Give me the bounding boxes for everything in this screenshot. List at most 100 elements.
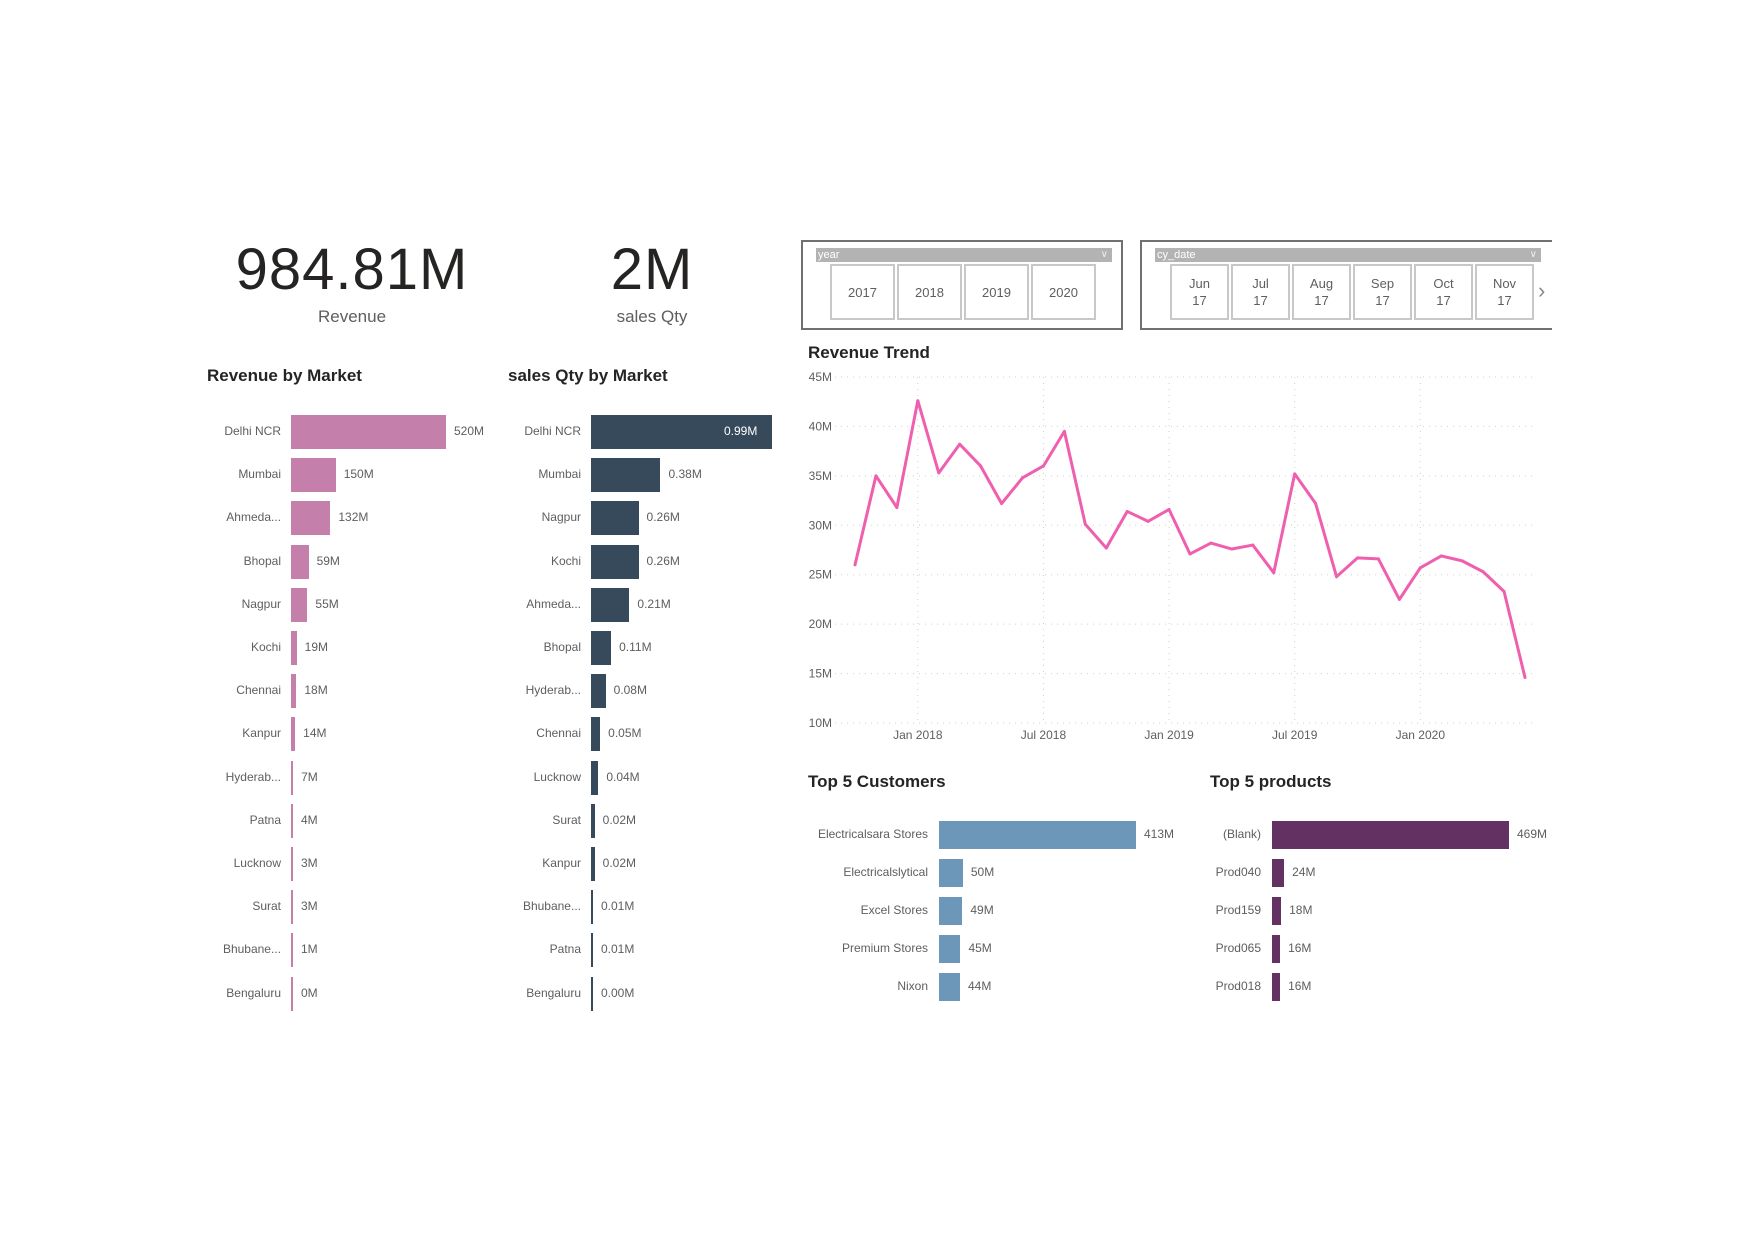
date-option-tile[interactable]: Oct 17 [1414, 264, 1473, 320]
bar[interactable] [939, 973, 960, 1001]
bar[interactable] [591, 587, 630, 622]
data-point[interactable] [1167, 507, 1171, 511]
data-point[interactable] [1000, 502, 1004, 506]
year-option-tile[interactable]: 2019 [964, 264, 1029, 320]
chevron-down-icon[interactable]: ∨ [1100, 249, 1108, 260]
data-point[interactable] [1146, 519, 1150, 523]
chevron-right-icon[interactable]: › [1538, 278, 1546, 303]
data-point[interactable] [1251, 543, 1255, 547]
bar[interactable] [591, 890, 593, 925]
data-point[interactable] [979, 464, 983, 468]
data-point[interactable] [1104, 546, 1108, 550]
data-label: 469M [1517, 827, 1548, 841]
bar[interactable] [591, 544, 639, 579]
bar[interactable] [939, 821, 1136, 849]
bar[interactable] [939, 859, 963, 887]
data-point[interactable] [1293, 472, 1297, 476]
bar[interactable] [591, 976, 593, 1011]
bar[interactable] [939, 935, 961, 963]
qty-kpi-label: sales Qty [616, 307, 688, 326]
data-point[interactable] [1335, 575, 1339, 579]
data-point[interactable] [1439, 554, 1443, 558]
data-point[interactable] [895, 505, 899, 509]
data-point[interactable] [1502, 590, 1506, 594]
bar[interactable] [591, 717, 601, 752]
bar[interactable] [591, 501, 639, 536]
data-point[interactable] [937, 471, 941, 475]
year-slicer-header[interactable]: year ∨ [816, 248, 1112, 262]
bar[interactable] [291, 976, 293, 1011]
bar[interactable] [591, 803, 595, 838]
bar[interactable] [591, 847, 595, 881]
y-tick-label: 30M [809, 518, 832, 532]
data-point[interactable] [1209, 541, 1213, 545]
date-slicer: cy_date ∨ Jun 17 Jul 17 Aug 17 Sep 17 Oct 17 N… [1140, 240, 1552, 330]
data-point[interactable] [1314, 502, 1318, 506]
data-point[interactable] [874, 474, 878, 478]
bar[interactable] [1272, 821, 1509, 849]
data-point[interactable] [1376, 557, 1380, 561]
category-label: Ahmeda... [526, 596, 581, 611]
data-point[interactable] [1460, 559, 1464, 563]
bar[interactable] [591, 674, 606, 709]
data-point[interactable] [1523, 676, 1527, 680]
date-option-tile[interactable]: Aug 17 [1292, 264, 1351, 320]
data-point[interactable] [1481, 570, 1485, 574]
data-point[interactable] [1062, 429, 1066, 433]
bar[interactable] [291, 760, 294, 795]
bar[interactable] [591, 760, 599, 795]
bar[interactable] [291, 415, 446, 449]
bar[interactable] [591, 933, 593, 968]
data-point[interactable] [1188, 552, 1192, 556]
data-point[interactable] [916, 399, 920, 403]
date-option-tile[interactable]: Nov 17 [1475, 264, 1534, 320]
data-point[interactable] [853, 563, 857, 567]
year-option-tile[interactable]: 2018 [897, 264, 962, 320]
bar[interactable] [291, 717, 296, 752]
bar[interactable] [1272, 859, 1285, 887]
bar[interactable] [291, 933, 293, 968]
x-tick-label: Jan 2018 [893, 728, 943, 742]
year-slicer-title: year [818, 249, 840, 261]
date-slicer-header[interactable]: cy_date ∨ [1155, 248, 1541, 262]
date-option-tile[interactable]: Jun 17 [1170, 264, 1229, 320]
data-point[interactable] [1272, 571, 1276, 575]
bar[interactable] [291, 501, 331, 536]
data-point[interactable] [1021, 476, 1024, 480]
revenue-trend-line[interactable] [853, 399, 1527, 678]
data-point[interactable] [958, 442, 962, 446]
data-point[interactable] [1230, 547, 1234, 551]
data-point[interactable] [1397, 597, 1401, 601]
data-point[interactable] [1418, 566, 1422, 570]
category-label: Kochi [250, 640, 281, 654]
bar[interactable] [291, 631, 297, 665]
category-label: Delhi NCR [524, 424, 581, 438]
category-label: Mumbai [238, 467, 281, 482]
bar[interactable] [1272, 973, 1281, 1001]
data-label: 59M [316, 553, 340, 568]
bar[interactable] [291, 458, 336, 493]
data-point[interactable] [1083, 522, 1087, 526]
bar[interactable] [1272, 897, 1282, 925]
bar[interactable] [291, 803, 293, 838]
date-slicer-title: cy_date [1157, 249, 1196, 261]
bar[interactable] [291, 587, 308, 622]
data-point[interactable] [1356, 556, 1359, 560]
chevron-down-icon[interactable]: ∨ [1529, 249, 1537, 260]
revenue-by-market-title: Revenue by Market [207, 366, 362, 385]
bar[interactable] [291, 890, 293, 925]
bar[interactable] [1272, 935, 1281, 963]
bar[interactable] [591, 415, 772, 449]
data-point[interactable] [1125, 509, 1129, 513]
year-option-tile[interactable]: 2020 [1031, 264, 1096, 320]
bar[interactable] [291, 674, 297, 709]
date-option-tile[interactable]: Sep 17 [1353, 264, 1412, 320]
bar[interactable] [291, 544, 309, 579]
bar[interactable] [591, 458, 661, 493]
year-option-tile[interactable]: 2017 [830, 264, 895, 320]
date-option-tile[interactable]: Jul 17 [1231, 264, 1290, 320]
data-point[interactable] [1041, 464, 1045, 468]
bar[interactable] [291, 847, 293, 881]
bar[interactable] [939, 897, 963, 925]
bar[interactable] [591, 631, 612, 665]
